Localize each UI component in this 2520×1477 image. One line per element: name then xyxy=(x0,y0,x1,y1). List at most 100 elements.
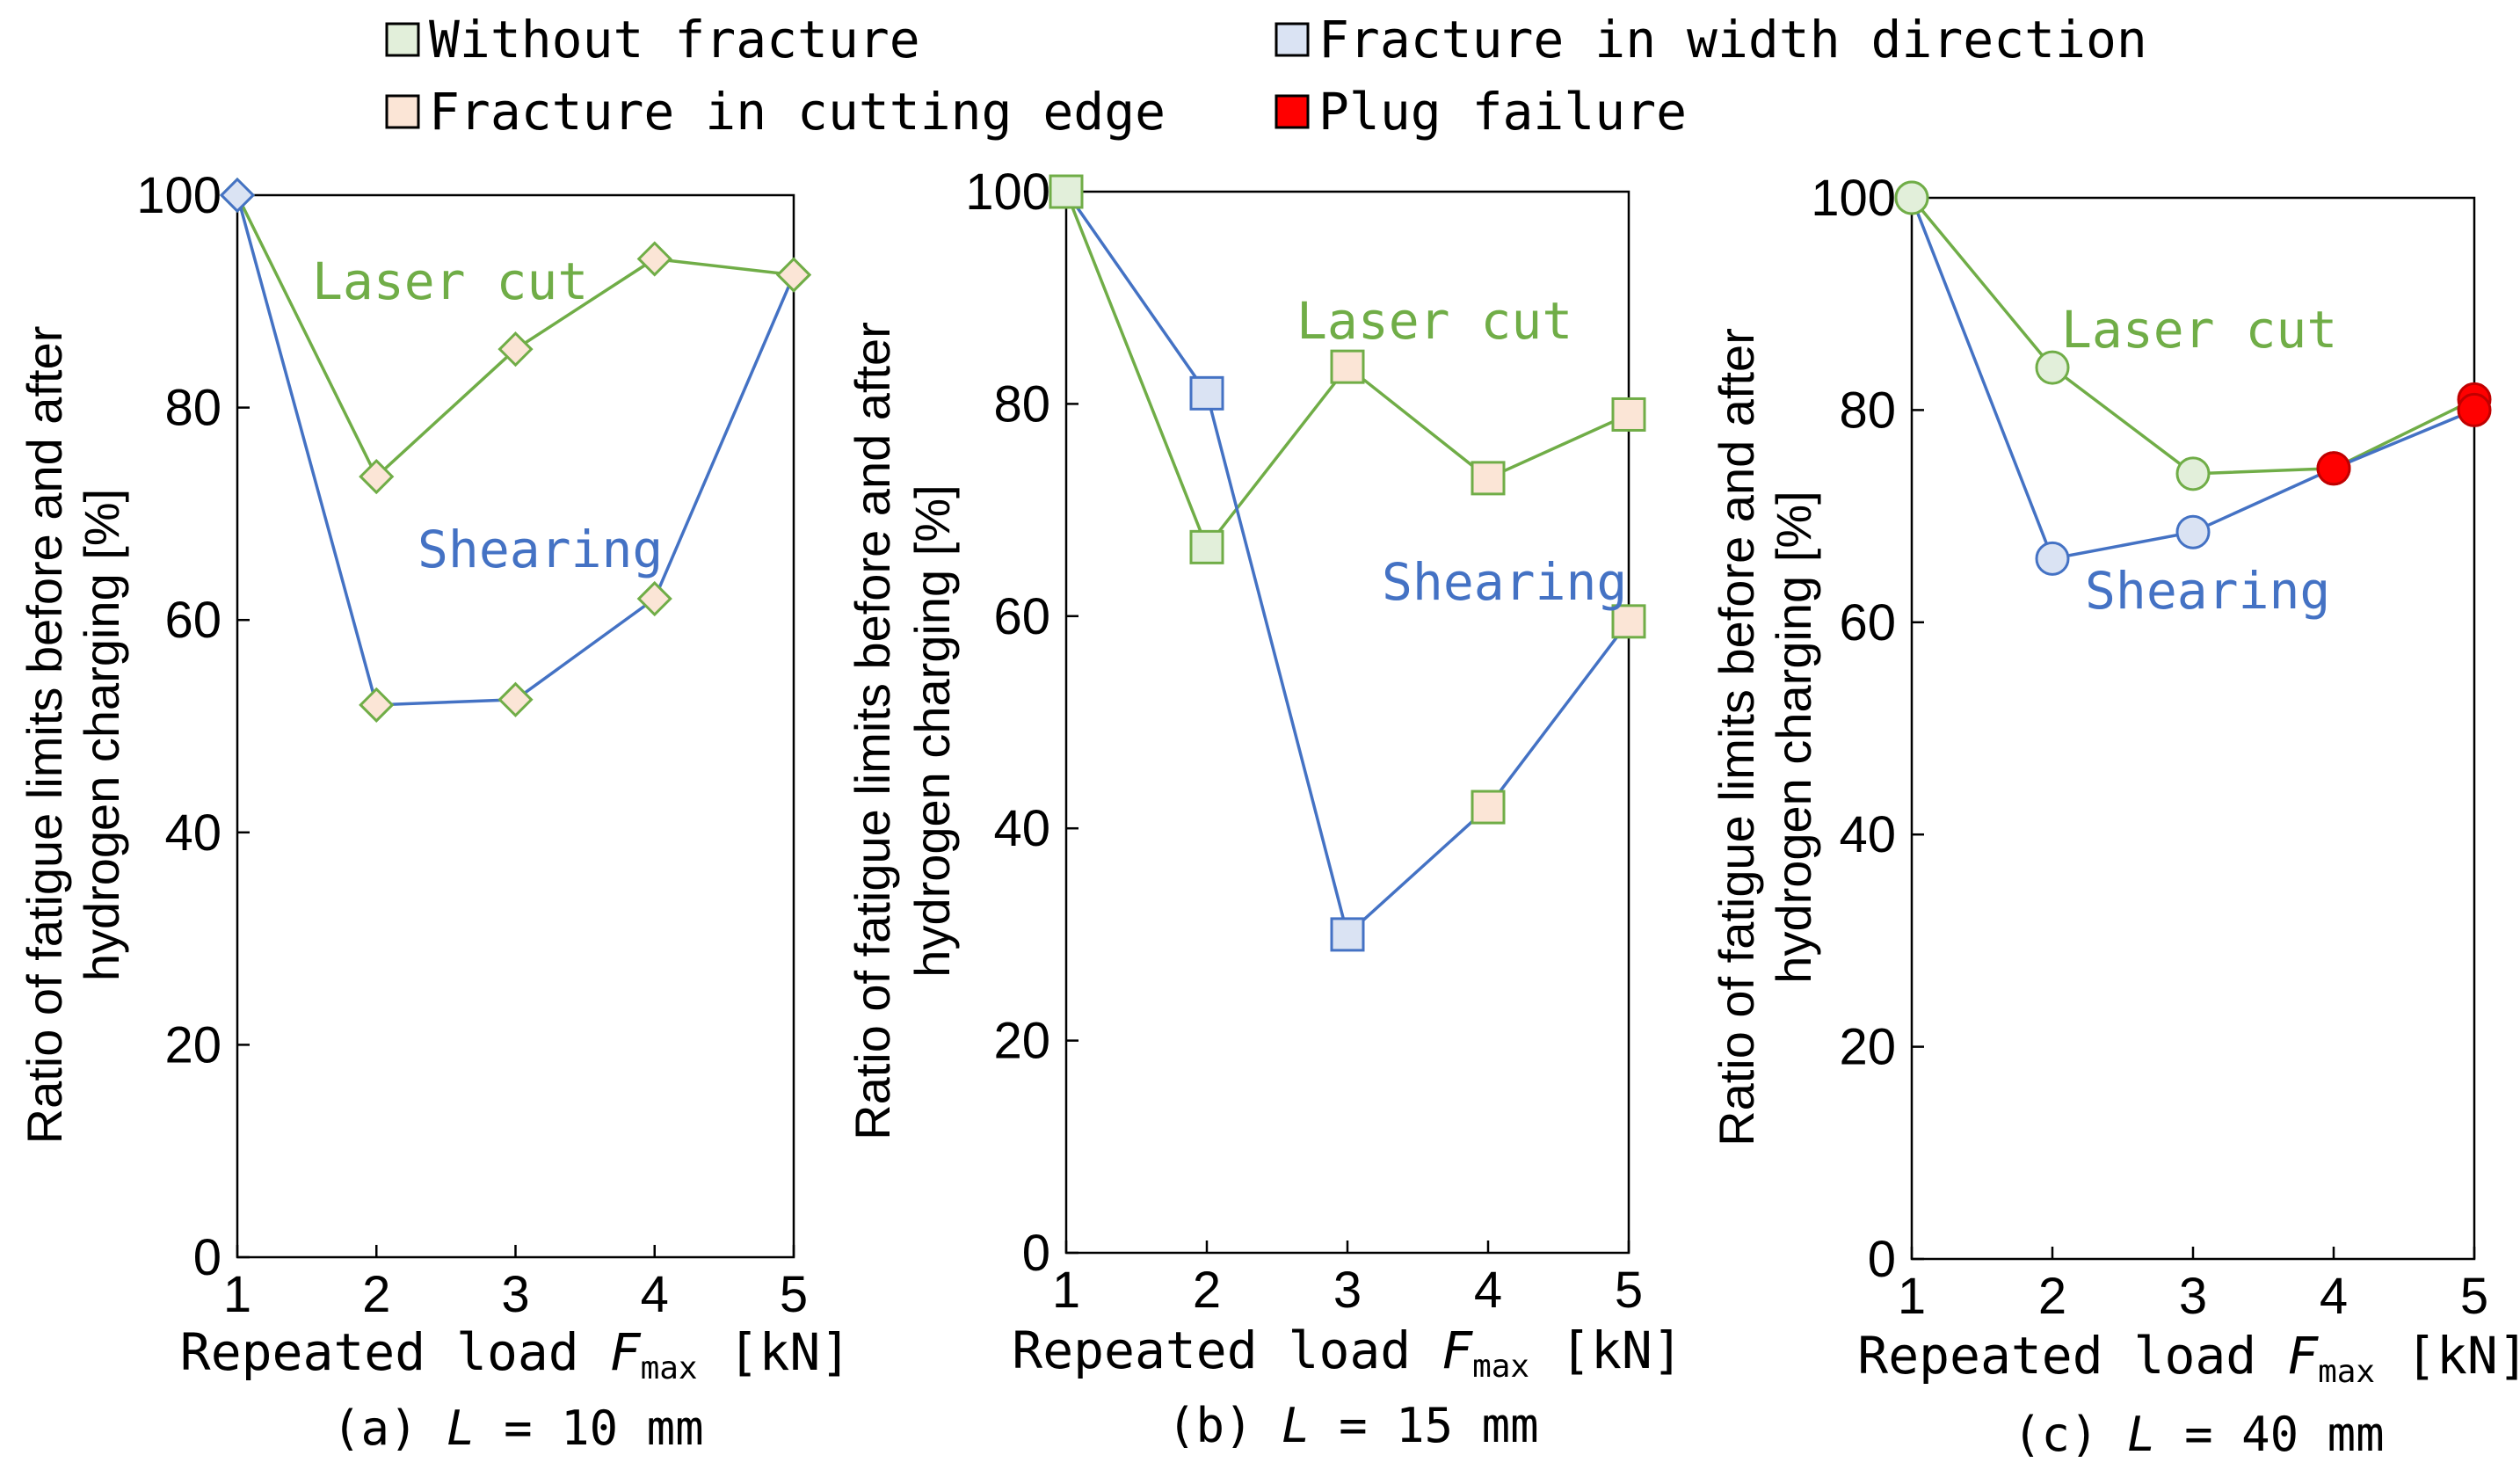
y-tick-label: 0 xyxy=(1868,1231,1896,1288)
series-label-laser-cut: Laser cut xyxy=(312,251,588,311)
data-point-shearing xyxy=(1330,917,1365,952)
panel-caption: (c) L = 40 mm xyxy=(2013,1407,2385,1462)
caption-rest: = 40 mm xyxy=(2156,1407,2385,1462)
series-label-laser-cut: Laser cut xyxy=(2061,300,2337,360)
legend-item-without: Without fracture xyxy=(385,10,920,69)
x-tick-label: 3 xyxy=(2179,1268,2207,1325)
legend-swatch-icon xyxy=(1275,94,1310,129)
y-tick-label: 40 xyxy=(164,804,221,862)
legend-swatch-icon xyxy=(385,94,420,129)
x-tick-label: 1 xyxy=(1052,1262,1080,1319)
y-tick-label: 60 xyxy=(1839,594,1896,651)
y-tick-label: 100 xyxy=(1811,170,1896,227)
x-axis-label-var: F xyxy=(2287,1326,2319,1386)
panel-caption: (b) L = 15 mm xyxy=(1167,1398,1539,1453)
y-tick-label: 20 xyxy=(164,1016,221,1073)
x-axis-label-prefix: Repeated load xyxy=(180,1322,610,1382)
y-axis-label-line-2: hydrogen charging [%] xyxy=(904,484,960,977)
caption-prefix: (b) xyxy=(1167,1398,1282,1453)
y-tick-label: 80 xyxy=(993,375,1050,433)
y-axis-label-line-1: Ratio of fatigue limits before and after xyxy=(1709,328,1764,1146)
x-tick-label: 2 xyxy=(362,1266,390,1323)
x-axis-label-suffix: [kN] xyxy=(1529,1321,1683,1380)
y-tick-label: 0 xyxy=(193,1229,221,1286)
x-tick-label: 1 xyxy=(223,1266,251,1323)
x-axis-label-sub: max xyxy=(1472,1349,1529,1385)
data-point-laser-cut xyxy=(1330,349,1365,384)
legend-label: Without fracture xyxy=(429,10,920,69)
data-point-shearing xyxy=(2035,541,2070,576)
series-label-shearing: Shearing xyxy=(1382,552,1627,612)
data-point-laser-cut xyxy=(636,241,672,277)
data-point-shearing xyxy=(1611,604,1646,639)
legend-swatch-icon xyxy=(385,22,420,57)
series-label-shearing: Shearing xyxy=(2085,561,2330,621)
data-point-shearing xyxy=(1049,174,1084,209)
legend-swatch-icon xyxy=(1275,22,1310,57)
data-point-shearing xyxy=(2175,514,2211,549)
caption-var: L xyxy=(1282,1398,1311,1453)
data-point-shearing xyxy=(1471,789,1506,825)
series-line-shearing xyxy=(1910,197,2475,561)
y-tick-label: 60 xyxy=(993,588,1050,645)
data-point-laser-cut xyxy=(359,458,395,495)
chart-panel-c: 0 20 40 60 80 100 1 2 3 4 5 Ratio of fatigue limits… xyxy=(1709,170,2520,1462)
data-point-shearing xyxy=(2316,451,2351,486)
data-point-laser-cut xyxy=(1611,397,1646,432)
x-tick-label: 4 xyxy=(641,1266,669,1323)
x-tick-label: 4 xyxy=(1474,1262,1502,1319)
x-axis-label-prefix: Repeated load xyxy=(1012,1321,1442,1380)
chart-panel-b: 0 20 40 60 80 100 1 2 3 4 5 Ratio of fatigue limits… xyxy=(845,164,1683,1453)
data-point-shearing xyxy=(775,257,812,293)
x-axis-label-suffix: [kN] xyxy=(698,1322,852,1382)
x-tick-label: 3 xyxy=(501,1266,529,1323)
caption-rest: = 15 mm xyxy=(1311,1398,1539,1453)
x-axis-label: Repeated load Fmax [kN] xyxy=(180,1322,851,1386)
caption-rest: = 10 mm xyxy=(476,1401,704,1456)
x-axis-label-prefix: Repeated load xyxy=(1857,1326,2287,1386)
legend-item-width: Fracture in width direction xyxy=(1275,10,2147,69)
y-tick-label: 20 xyxy=(993,1013,1050,1070)
data-point-shearing xyxy=(359,687,395,723)
y-axis-label-line-2: hydrogen charging [%] xyxy=(1766,491,1821,983)
y-tick-label: 100 xyxy=(136,167,221,224)
caption-prefix: (c) xyxy=(2013,1407,2127,1462)
data-point-laser-cut xyxy=(1189,529,1224,564)
y-tick-label: 0 xyxy=(1022,1225,1050,1282)
x-axis-label-sub: max xyxy=(641,1350,698,1386)
x-axis-label-var: F xyxy=(610,1322,642,1382)
legend-label: Fracture in width direction xyxy=(1318,10,2147,69)
x-axis-label-suffix: [kN] xyxy=(2375,1326,2520,1386)
x-axis-label: Repeated load Fmax [kN] xyxy=(1857,1326,2520,1390)
legend-item-edge: Fracture in cutting edge xyxy=(385,82,1166,142)
caption-var: L xyxy=(2127,1407,2156,1462)
data-point-shearing xyxy=(2457,392,2492,427)
data-point-laser-cut xyxy=(2175,456,2211,491)
chart-panel-a: 0 20 40 60 80 100 1 2 3 4 5 Ratio of fatigue limits… xyxy=(17,167,851,1456)
x-axis-label-var: F xyxy=(1442,1321,1473,1380)
data-point-laser-cut xyxy=(2035,350,2070,385)
caption-prefix: (a) xyxy=(332,1401,447,1456)
x-tick-label: 1 xyxy=(1898,1268,1926,1325)
data-point-shearing xyxy=(1189,375,1224,411)
y-tick-label: 80 xyxy=(1839,382,1896,439)
x-tick-label: 2 xyxy=(2038,1268,2066,1325)
x-tick-label: 5 xyxy=(2460,1268,2488,1325)
y-tick-label: 60 xyxy=(164,592,221,649)
panel-caption: (a) L = 10 mm xyxy=(332,1401,704,1456)
series-label-shearing: Shearing xyxy=(418,520,663,579)
series-label-laser-cut: Laser cut xyxy=(1296,291,1572,351)
y-tick-label: 100 xyxy=(965,164,1050,221)
x-tick-label: 5 xyxy=(1615,1262,1643,1319)
y-axis-label-line-2: hydrogen charging [%] xyxy=(74,489,129,981)
x-axis-label: Repeated load Fmax [kN] xyxy=(1012,1321,1682,1385)
legend-label: Plug failure xyxy=(1318,82,1687,142)
x-tick-label: 5 xyxy=(780,1266,808,1323)
data-point-shearing xyxy=(636,580,672,617)
legend-item-plug: Plug failure xyxy=(1275,82,1687,142)
data-point-shearing xyxy=(497,681,534,717)
y-tick-label: 40 xyxy=(993,800,1050,857)
x-axis-label-sub: max xyxy=(2318,1354,2375,1390)
